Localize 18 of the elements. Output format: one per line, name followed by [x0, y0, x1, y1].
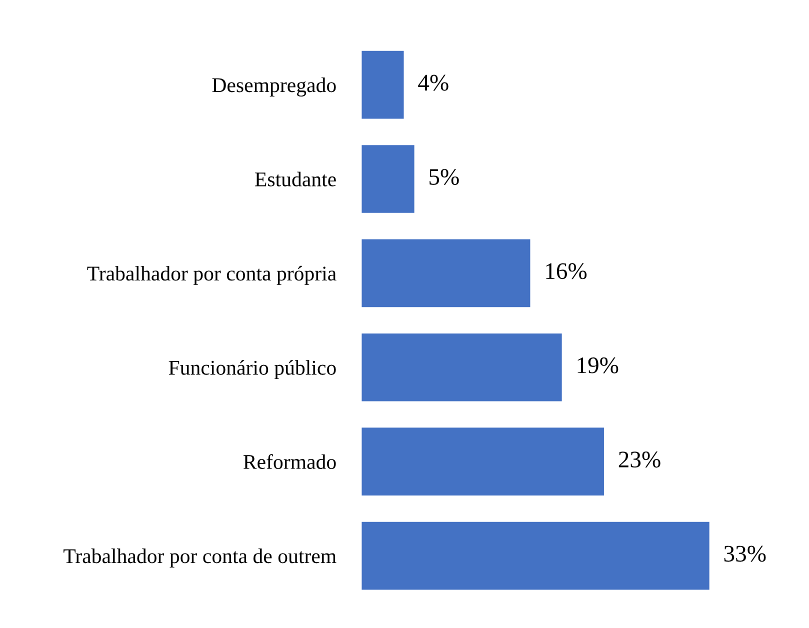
y-tick-label: Funcionário público	[168, 360, 336, 380]
data-label: 16%	[546, 263, 587, 280]
data-label: 33%	[724, 546, 766, 562]
bar	[362, 333, 562, 402]
y-tick-label: Estudante	[255, 172, 336, 186]
y-tick-label: Reformado	[244, 454, 336, 470]
bar	[362, 145, 414, 213]
bar	[362, 239, 530, 308]
bar	[362, 428, 604, 496]
y-tick-label: Trabalhador por conta própria	[87, 266, 336, 285]
data-label: 23%	[618, 452, 660, 468]
data-label: 19%	[578, 357, 618, 374]
y-tick-label: Trabalhador por conta de outrem	[64, 548, 336, 568]
y-tick-label: Desempregado	[212, 78, 336, 97]
bar	[362, 50, 404, 119]
bar	[362, 522, 710, 590]
data-label: 5%	[430, 168, 459, 185]
data-label: 4%	[418, 74, 448, 91]
